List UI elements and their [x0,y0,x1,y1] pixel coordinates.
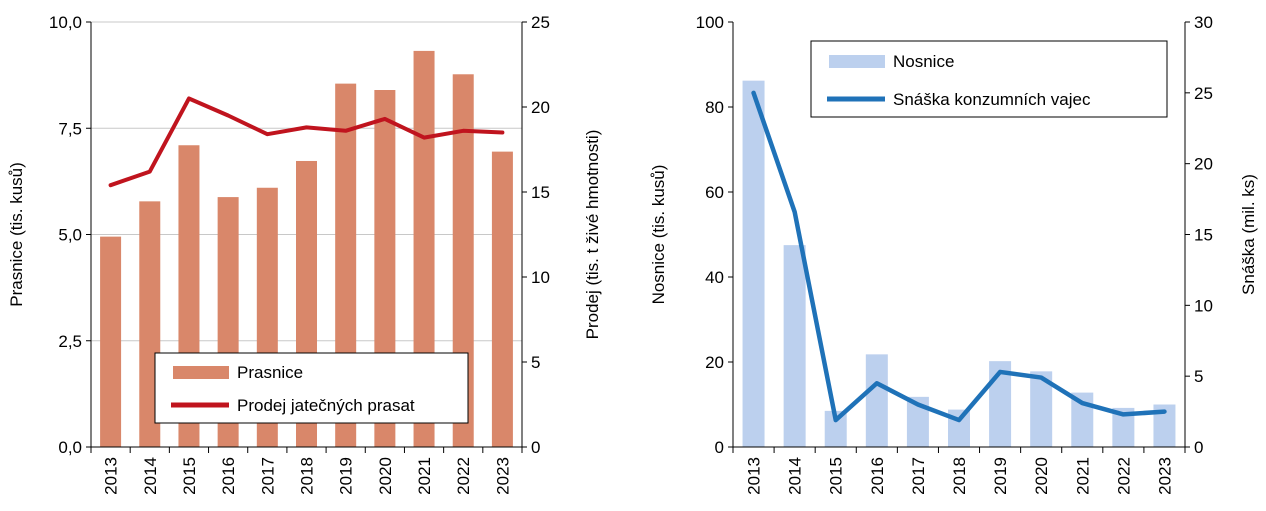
x-tick-label-2017: 2017 [258,457,277,495]
x-tick-label-2023: 2023 [493,457,512,495]
right-tick-label: 15 [531,183,550,202]
bar-2013 [743,81,765,447]
hens-eggs-chart: 0 20 40 60 80 100 0 5 10 15 20 25 30 2013 2014 2015 2016… [649,13,1258,495]
x-tick-label-2016: 2016 [219,457,238,495]
left-tick-label: 60 [705,183,724,202]
right-tick-label: 25 [531,13,550,32]
x-tick-label-2014: 2014 [141,457,160,495]
right-tick-label: 5 [1194,367,1203,386]
x-tick-label-2020: 2020 [1032,457,1051,495]
x-tick-label-2016: 2016 [868,457,887,495]
y-axis-title: Prasnice (tis. kusů) [7,162,26,307]
right-tick-label: 25 [1194,84,1213,103]
left-tick-label: 7,5 [58,119,82,138]
legend-bar-swatch [173,366,229,379]
x-tick-label-2019: 2019 [337,457,356,495]
left-tick-label: 5,0 [58,226,82,245]
legend-label-line: Snáška konzumních vajec [893,90,1091,109]
legend-label-bar: Prasnice [237,363,303,382]
series-line-1 [754,93,1165,420]
legend-label-bar: Nosnice [893,52,954,71]
left-tick-label: 10,0 [49,13,82,32]
x-tick-label-2019: 2019 [991,457,1010,495]
right-tick-label: 5 [531,353,540,372]
left-tick-label: 0 [715,438,724,457]
x-tick-label-2022: 2022 [454,457,473,495]
x-tick-label-2014: 2014 [786,457,805,495]
right-tick-label: 20 [1194,155,1213,174]
right-tick-label: 20 [531,98,550,117]
x-tick-label-2022: 2022 [1114,457,1133,495]
right-tick-label: 10 [1194,296,1213,315]
x-tick-label-2015: 2015 [180,457,199,495]
x-tick-label-2018: 2018 [298,457,317,495]
bar-2014 [784,245,806,447]
right-tick-label: 15 [1194,226,1213,245]
y-axis-title: Nosnice (tis. kusů) [649,165,668,305]
legend-bar-swatch [829,55,885,68]
y2-axis-title: Prodej (tis. t živé hmotnosti) [583,130,602,340]
x-tick-label-2021: 2021 [415,457,434,495]
x-tick-label-2015: 2015 [827,457,846,495]
y2-axis-title: Snáška (mil. ks) [1239,174,1258,295]
left-tick-label: 100 [696,13,724,32]
x-tick-label-2013: 2013 [745,457,764,495]
sows-sales-chart: 0,0 2,5 5,0 7,5 10,0 0 5 10 15 20 25 2013 2014 2015 20… [7,13,602,495]
right-tick-label: 0 [531,438,540,457]
right-tick-label: 0 [1194,438,1203,457]
left-tick-label: 2,5 [58,332,82,351]
x-tick-label-2017: 2017 [909,457,928,495]
legend-label-line: Prodej jatečných prasat [237,396,415,415]
left-tick-label: 0,0 [58,438,82,457]
x-tick-label-2018: 2018 [950,457,969,495]
bar-2023 [492,152,513,447]
left-tick-label: 20 [705,353,724,372]
x-tick-label-2013: 2013 [102,457,121,495]
left-tick-label: 40 [705,268,724,287]
x-tick-label-2020: 2020 [376,457,395,495]
bar-2016 [866,354,888,447]
right-tick-label: 30 [1194,13,1213,32]
x-tick-label-2023: 2023 [1155,457,1174,495]
left-tick-label: 80 [705,98,724,117]
x-tick-label-2021: 2021 [1073,457,1092,495]
bar-2013 [100,237,121,447]
right-tick-label: 10 [531,268,550,287]
